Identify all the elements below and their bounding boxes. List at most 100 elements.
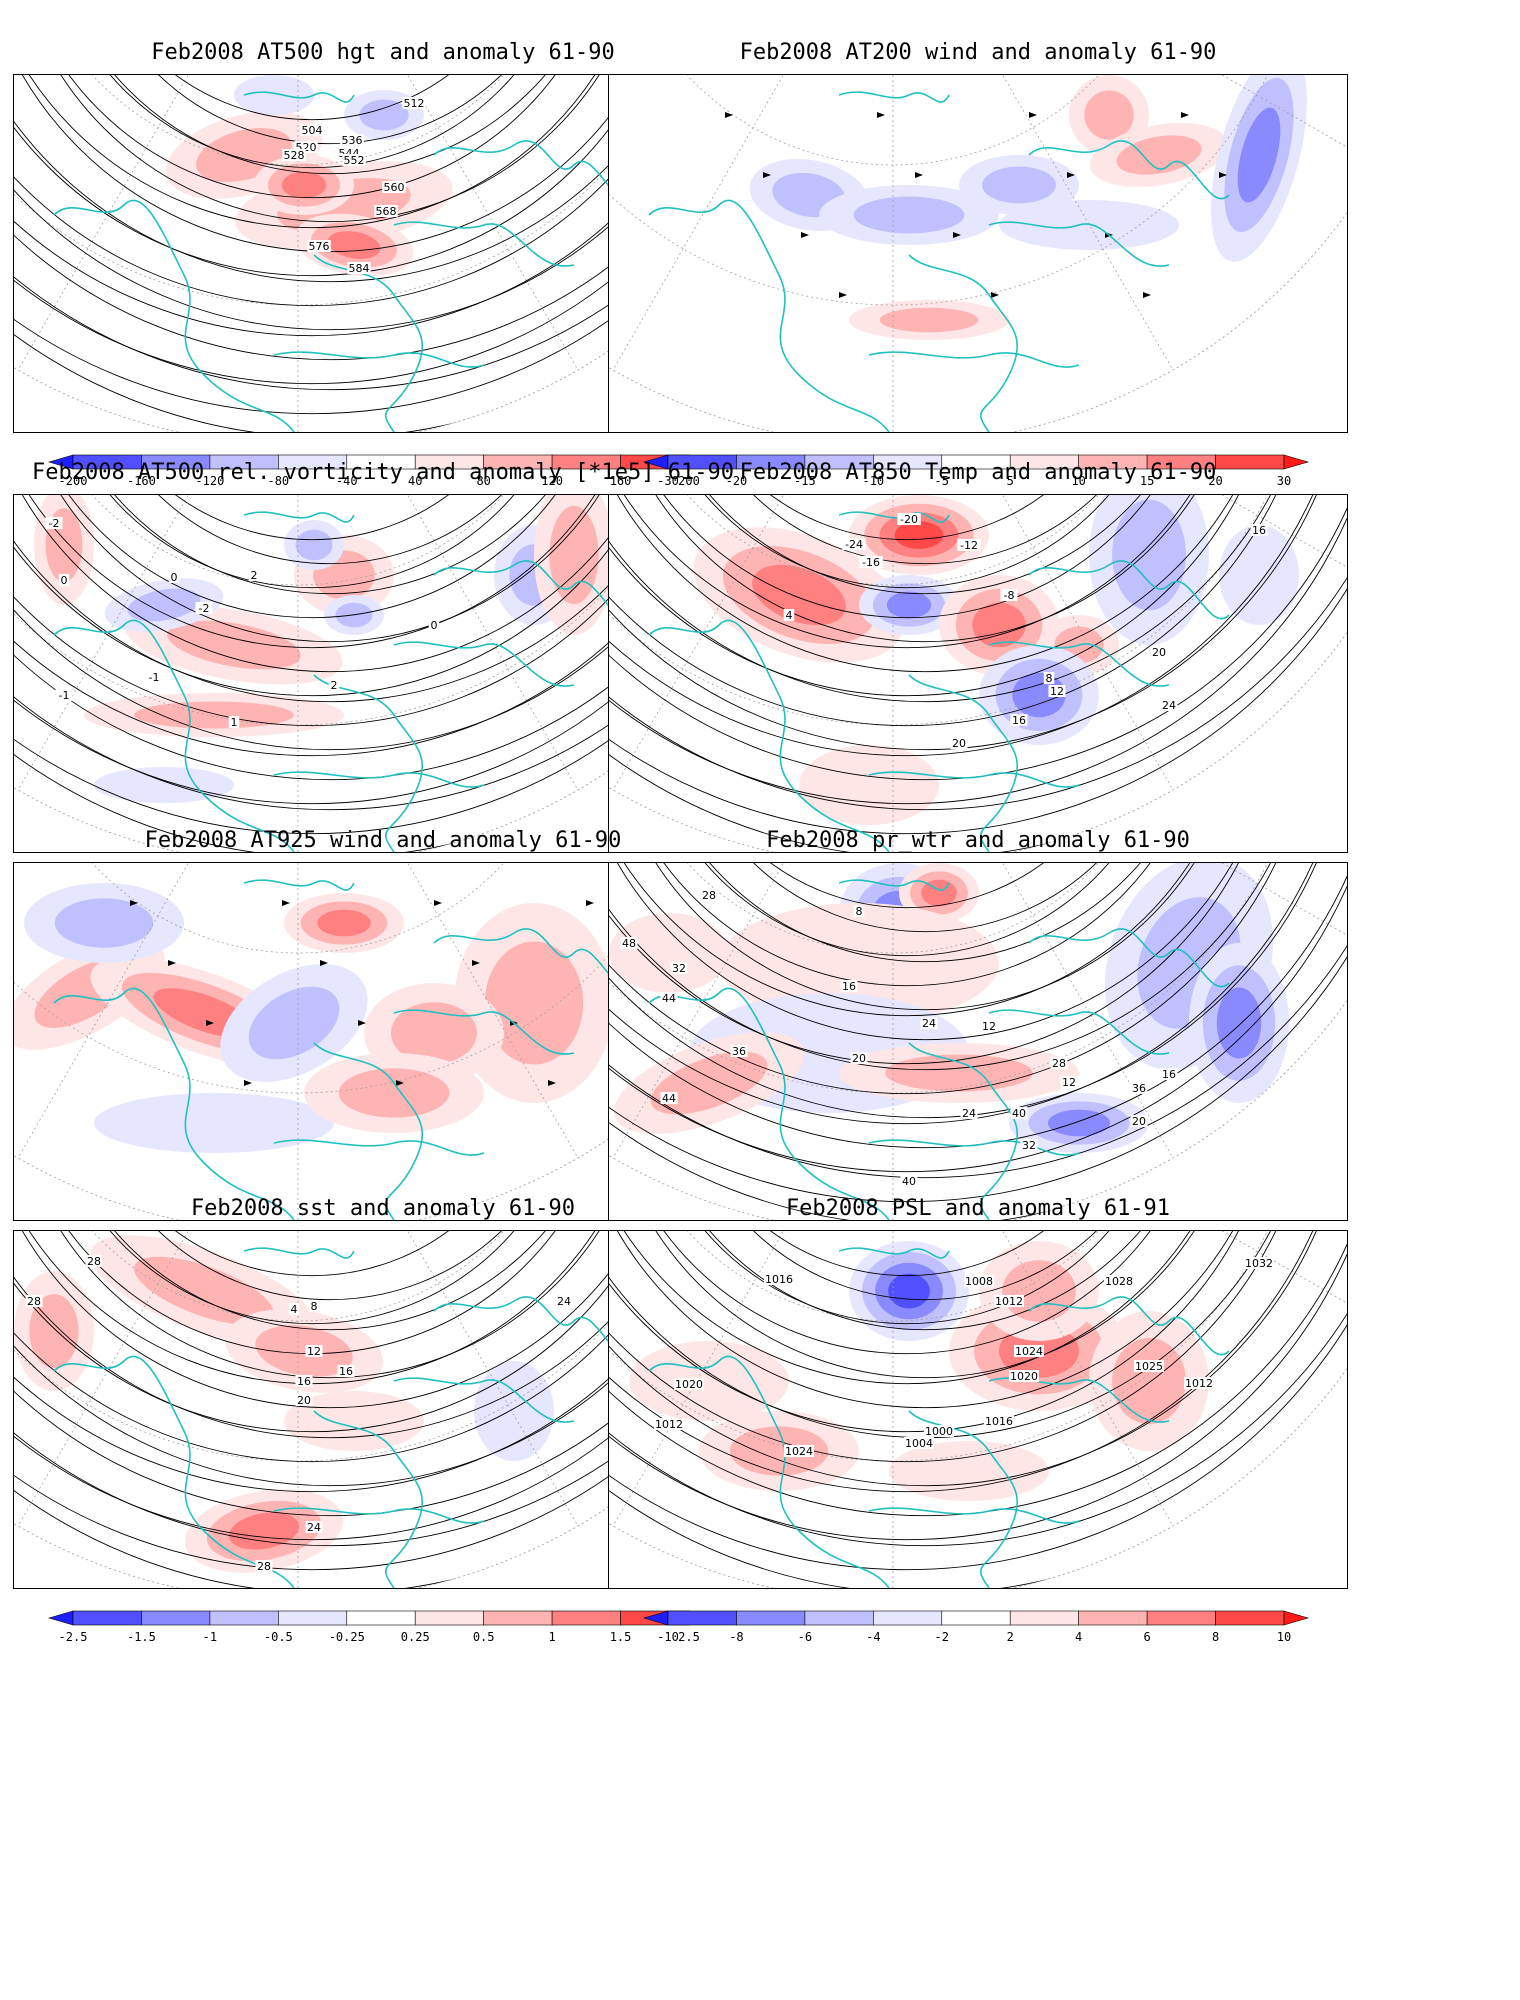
contour-line <box>609 863 1347 1125</box>
flow-arrow <box>1029 112 1037 118</box>
colorbar-tick-label: -120 <box>195 474 224 488</box>
contour-line <box>609 863 1282 1065</box>
anomaly-patch <box>359 99 409 131</box>
coastline <box>53 987 295 1220</box>
contour-label: 528 <box>284 149 305 162</box>
contour-label: 28 <box>87 1255 101 1268</box>
contour-labels: 28 12 16 20 24 28 4 8 16 24 28 <box>25 1255 573 1573</box>
colorbar-tick-label: -160 <box>127 474 156 488</box>
colorbar-tick-label: -6 <box>798 1630 812 1644</box>
contour-label: 2 <box>251 569 258 582</box>
contour-line <box>14 75 687 277</box>
flow-arrow <box>320 960 328 966</box>
contour-line <box>609 863 1318 1071</box>
anomaly-patch <box>609 913 729 993</box>
contour-label: 16 <box>339 1365 353 1378</box>
contour-line <box>609 1231 1347 1493</box>
contour-line <box>14 75 752 331</box>
contour-label: -2 <box>199 602 210 615</box>
panel-title: Feb2008 AT850 Temp and anomaly 61-90 <box>739 460 1217 485</box>
contour-line <box>14 495 752 835</box>
anomaly-patch <box>134 1256 274 1326</box>
coastline <box>243 91 355 103</box>
coastline <box>433 928 635 988</box>
contour-line <box>640 495 1210 595</box>
contour-line <box>81 495 579 565</box>
colorbar-tick-label: 8 <box>1212 1630 1219 1644</box>
contour-line <box>14 75 752 385</box>
contour-line <box>609 495 1282 673</box>
coastline <box>433 560 635 620</box>
contour-line <box>14 495 651 643</box>
contour-label: 1016 <box>985 1415 1013 1428</box>
contour-label: 16 <box>297 1375 311 1388</box>
colorbar-tick-label: -5 <box>935 474 949 488</box>
contour-label: 32 <box>1022 1139 1036 1152</box>
coastline <box>313 1410 424 1588</box>
coastline <box>838 879 950 891</box>
contour-line <box>14 75 651 223</box>
flow-arrow <box>282 900 290 906</box>
contour-line <box>14 75 615 199</box>
colorbar-tick-label: -30 <box>657 474 679 488</box>
colorbar-tick-label: -4 <box>866 1630 880 1644</box>
contour-label: 1012 <box>995 1295 1023 1308</box>
contour-line <box>45 495 615 595</box>
contour-line <box>640 1231 1210 1331</box>
contour-lines <box>14 75 752 432</box>
contour-label: 560 <box>384 181 405 194</box>
anomaly-shading <box>693 495 1299 825</box>
contour-line <box>14 495 687 697</box>
anomaly-patch <box>94 1093 334 1153</box>
contour-line <box>45 1231 579 1325</box>
coastline <box>243 511 355 523</box>
contour-label: 24 <box>922 1017 936 1030</box>
contour-labels: 1016 100810121020102410121000100410281025… <box>654 1257 1274 1458</box>
colorbar-tick-label: 6 <box>1143 1630 1150 1644</box>
colorbar-segment <box>141 1610 211 1626</box>
colorbar-segment <box>941 1610 1011 1626</box>
contour-label: 40 <box>1012 1107 1026 1120</box>
contour-line <box>609 495 1246 649</box>
contour-label: 552 <box>344 154 365 167</box>
contour-line <box>640 863 1174 957</box>
colorbar-segment <box>1146 1610 1216 1626</box>
anomaly-patch <box>248 986 340 1060</box>
contour-line <box>609 495 1246 643</box>
contour-line <box>609 863 1347 1119</box>
coastline <box>648 1355 890 1588</box>
anomaly-patch <box>1219 525 1299 625</box>
anomaly-patch <box>1084 90 1134 140</box>
contour-line <box>640 863 1210 963</box>
colorbar-tick-label: -0.25 <box>329 1630 365 1644</box>
contour-line <box>14 495 723 727</box>
flow-arrow <box>130 900 138 906</box>
anomaly-patch <box>295 529 333 561</box>
contour-label: 44 <box>662 992 676 1005</box>
coastline <box>1028 560 1230 620</box>
coastline <box>1028 928 1230 988</box>
anomaly-patch <box>1002 1260 1076 1322</box>
contour-line <box>609 863 1282 1041</box>
contour-label: 20 <box>852 1052 866 1065</box>
panel-title: Feb2008 pr_wtr and anomaly 61-90 <box>766 828 1190 853</box>
contour-label: 8 <box>856 905 863 918</box>
colorbar-segment <box>667 1610 737 1626</box>
contour-line <box>676 495 1138 541</box>
contour-label: 36 <box>732 1045 746 1058</box>
contour-line <box>640 495 1174 589</box>
contour-label: 24 <box>962 1107 976 1120</box>
anomaly-patch <box>228 1512 300 1550</box>
contour-line <box>609 1231 1246 1379</box>
contour-label: 1008 <box>965 1275 993 1288</box>
anomaly-patch <box>629 1341 789 1421</box>
panel-title: Feb2008 PSL and anomaly 61-91 <box>785 1196 1171 1221</box>
map-panel: Feb2008 AT850 Temp and anomaly 61-90 -20-… <box>608 460 1348 950</box>
contour-line <box>609 495 1347 811</box>
contour-label: 20 <box>952 737 966 750</box>
flow-arrow <box>206 1020 214 1026</box>
contour-label: 16 <box>1162 1068 1176 1081</box>
colorbar-segment <box>1215 1610 1285 1626</box>
contour-line <box>14 1231 687 1433</box>
contour-line <box>14 495 752 811</box>
